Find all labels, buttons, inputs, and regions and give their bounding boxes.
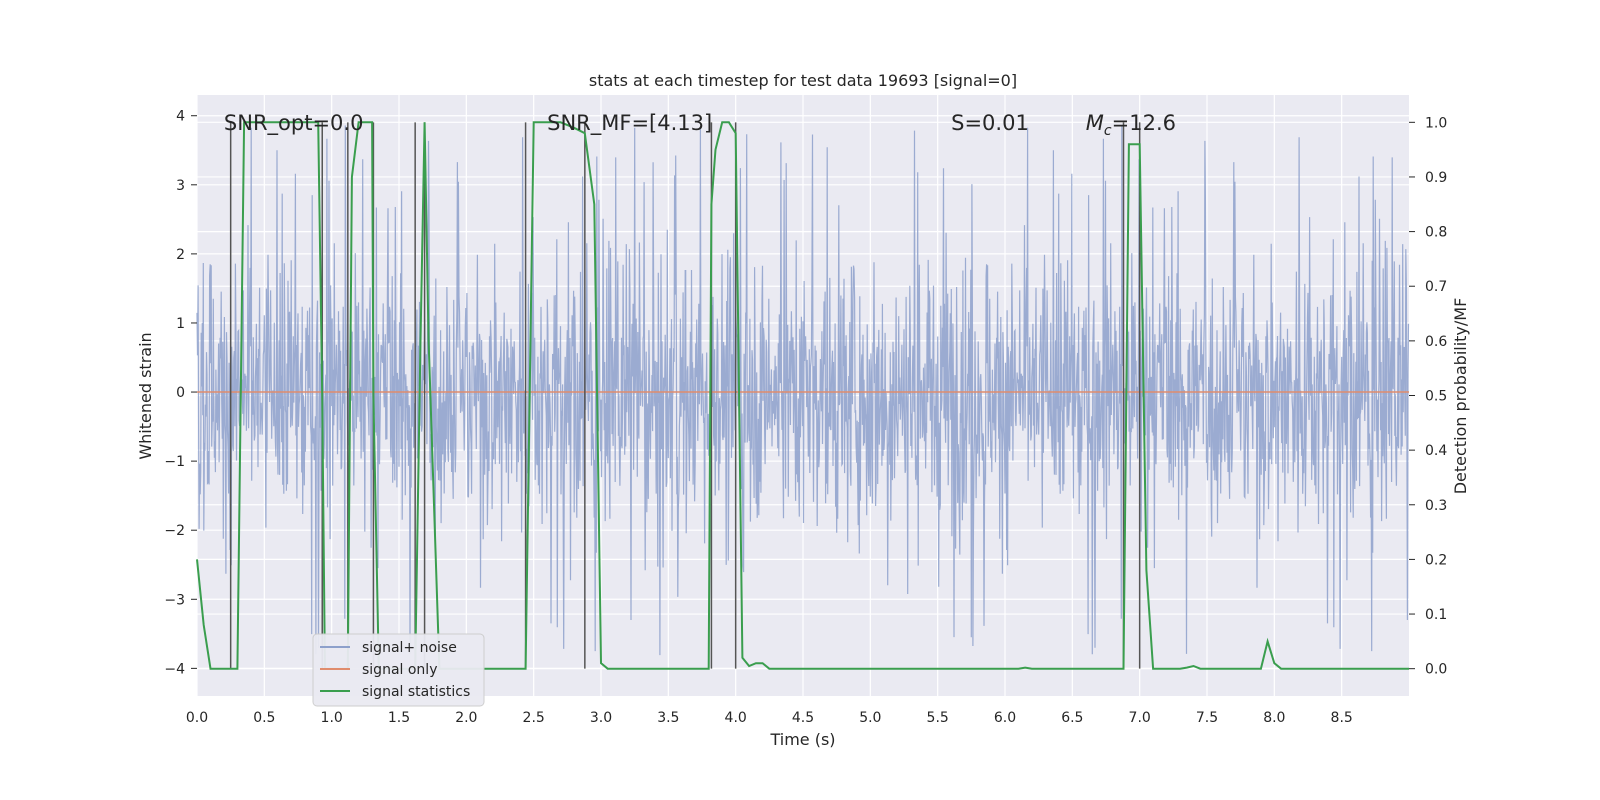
y2-tick-label-6: 0.4 (1425, 443, 1447, 459)
x-tick-label-1: 0.5 (253, 710, 275, 726)
x-axis-title: Time (s) (769, 730, 835, 749)
y2-tick-label-8: 0.2 (1425, 552, 1447, 568)
y2-tick-label-2: 0.8 (1425, 225, 1447, 241)
x-tick-label-0: 0.0 (186, 710, 208, 726)
x-tick-label-17: 8.5 (1331, 710, 1353, 726)
signal-noise-line (196, 125, 1410, 656)
y-tick-label-3: 1 (176, 316, 185, 332)
legend-label-2: signal statistics (362, 684, 470, 700)
x-tick-label-2: 1.0 (321, 710, 343, 726)
x-tick-label-6: 3.0 (590, 710, 612, 726)
x-axis-ticks: 0.0 0.5 1.0 1.5 2.0 2.5 3.0 3.5 4.0 4.5 5.0 5.5 6.0 6… (186, 710, 1353, 726)
annotation-1: SNR_MF=[4.13] (547, 111, 712, 136)
annotation-0: SNR_opt=0.0 (224, 111, 364, 136)
legend-label-0: signal+ noise (362, 640, 457, 656)
x-tick-label-14: 7.0 (1129, 710, 1151, 726)
y-tick-label-0: 4 (176, 109, 185, 125)
x-tick-label-3: 1.5 (388, 710, 410, 726)
x-tick-label-13: 6.5 (1061, 710, 1083, 726)
y-axis-ticks: 4 3 2 1 0 −1 −2 −3 −4 (164, 109, 197, 677)
y2-tick-label-7: 0.3 (1425, 498, 1447, 514)
signal-noise-series (196, 125, 1410, 656)
legend-label-1: signal only (362, 662, 437, 678)
x-tick-label-16: 8.0 (1263, 710, 1285, 726)
y-tick-label-5: −1 (164, 454, 185, 470)
y-tick-label-6: −2 (164, 523, 185, 539)
y2-tick-label-9: 0.1 (1425, 607, 1447, 623)
chart-title: stats at each timestep for test data 196… (589, 71, 1017, 90)
y-tick-label-1: 3 (176, 178, 185, 194)
y2-tick-label-5: 0.5 (1425, 389, 1447, 405)
y-tick-label-7: −3 (164, 592, 185, 608)
y2-axis-ticks: 1.0 0.9 0.8 0.7 0.6 0.5 0.4 0.3 0.2 0.1 0.0 (1409, 115, 1447, 678)
y2-axis-title: Detection probability/MF (1451, 298, 1470, 495)
x-tick-label-7: 3.5 (657, 710, 679, 726)
y-axis-title: Whitened strain (136, 332, 155, 459)
x-tick-label-12: 6.0 (994, 710, 1016, 726)
x-tick-label-11: 5.5 (927, 710, 949, 726)
y2-tick-label-4: 0.6 (1425, 334, 1447, 350)
y2-tick-label-1: 0.9 (1425, 170, 1447, 186)
x-tick-label-8: 4.0 (725, 710, 747, 726)
y-tick-label-2: 2 (176, 247, 185, 263)
y2-tick-label-0: 1.0 (1425, 115, 1447, 131)
x-tick-label-5: 2.5 (523, 710, 545, 726)
legend-box (312, 633, 485, 707)
legend: signal+ noise signal only signal statistic… (312, 633, 485, 707)
y-tick-label-4: 0 (176, 385, 185, 401)
x-tick-label-4: 2.0 (455, 710, 477, 726)
x-tick-label-9: 4.5 (792, 710, 814, 726)
x-tick-label-10: 5.0 (859, 710, 881, 726)
y2-tick-label-10: 0.0 (1425, 662, 1447, 678)
annotation-3: Mc=12.6 (1086, 111, 1176, 139)
y2-tick-label-3: 0.7 (1425, 279, 1447, 295)
y-tick-label-8: −4 (164, 661, 185, 677)
annotations: SNR_opt=0.0 SNR_MF=[4.13] S=0.01 Mc=12.6 (224, 111, 1176, 139)
annotation-2: S=0.01 (951, 111, 1029, 135)
x-tick-label-15: 7.5 (1196, 710, 1218, 726)
